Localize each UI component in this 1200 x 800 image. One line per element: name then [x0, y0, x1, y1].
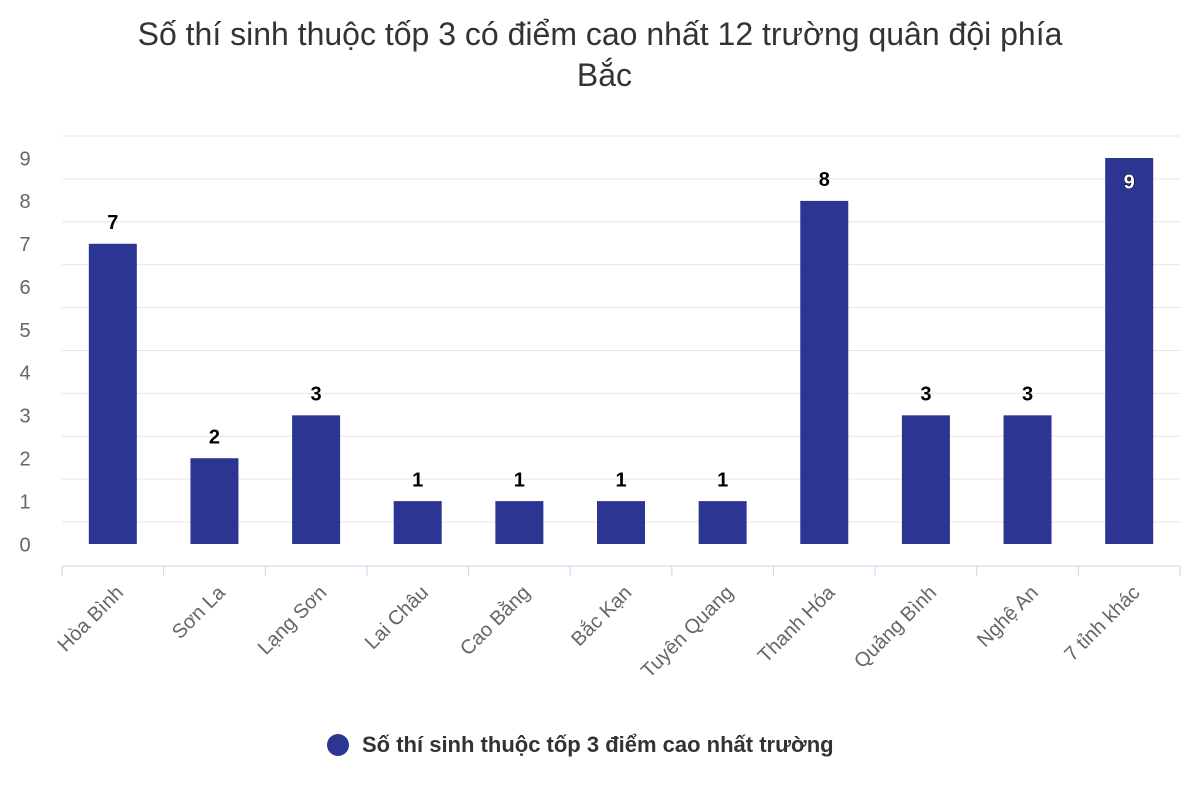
y-tick-label: 5 — [19, 320, 30, 342]
data-label: 3 — [920, 384, 931, 406]
bar — [698, 501, 747, 544]
legend-marker — [327, 734, 349, 756]
x-tick-label: Lạng Sơn — [254, 582, 332, 660]
bar — [393, 501, 442, 544]
y-tick-label: 4 — [19, 363, 30, 385]
x-tick-label: Nghệ An — [973, 582, 1043, 652]
legend-label: Số thí sinh thuộc tốp 3 điểm cao nhất tr… — [362, 732, 834, 757]
data-label: 7 — [107, 212, 118, 234]
data-label: 1 — [717, 469, 728, 491]
y-tick-label: 8 — [19, 191, 30, 213]
x-tick-label: Sơn La — [168, 581, 230, 643]
y-tick-label: 9 — [19, 148, 30, 170]
data-label: 1 — [514, 469, 525, 491]
y-tick-label: 0 — [19, 534, 30, 556]
bar — [597, 501, 645, 544]
x-tick-label: Bắc Kạn — [567, 581, 637, 651]
x-tick-label: Lai Châu — [361, 582, 433, 654]
data-label: 3 — [1022, 384, 1033, 406]
bar — [190, 458, 239, 544]
x-tick-label: Hòa Bình — [54, 582, 129, 657]
data-label: 1 — [412, 469, 423, 491]
bar — [495, 501, 544, 544]
bar — [901, 415, 950, 544]
bar — [88, 243, 137, 544]
x-tick-label: Tuyên Quang — [637, 582, 738, 683]
data-label: 9 — [1124, 171, 1135, 193]
bar — [1003, 415, 1052, 544]
x-tick-label: Quảng Bình — [850, 582, 941, 673]
x-tick-label: Cao Bằng — [455, 581, 534, 660]
y-tick-label: 2 — [19, 449, 30, 471]
chart-title: Số thí sinh thuộc tốp 3 có điểm cao nhất… — [138, 16, 1063, 93]
x-tick-label: 7 tỉnh khác — [1060, 582, 1144, 666]
data-label: 8 — [819, 169, 830, 191]
x-tick-label: Thanh Hóa — [754, 581, 840, 667]
bar — [1105, 158, 1154, 544]
data-label: 3 — [311, 384, 322, 406]
bar — [800, 200, 849, 544]
y-tick-label: 7 — [19, 234, 30, 256]
bar — [292, 415, 341, 544]
y-tick-label: 6 — [19, 277, 30, 299]
y-tick-label: 1 — [19, 491, 30, 513]
data-label: 2 — [209, 427, 220, 449]
data-label: 1 — [615, 469, 626, 491]
y-tick-label: 3 — [19, 406, 30, 428]
